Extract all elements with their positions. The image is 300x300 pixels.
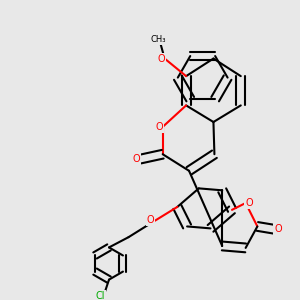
Text: O: O [147,214,154,225]
Text: CH₃: CH₃ [151,35,166,44]
Text: Cl: Cl [95,291,104,300]
Text: O: O [133,154,140,164]
Text: O: O [157,54,165,64]
Text: O: O [274,224,282,234]
Text: O: O [155,122,163,132]
Text: O: O [245,198,253,208]
